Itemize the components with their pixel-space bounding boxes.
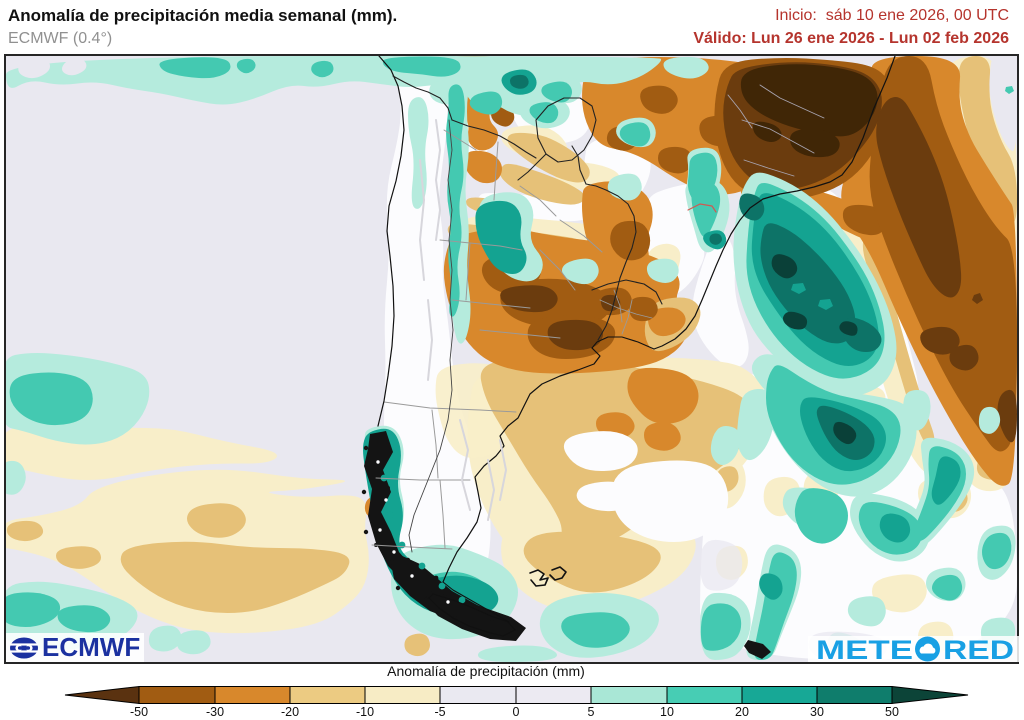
svg-text:METE: METE bbox=[816, 636, 913, 662]
svg-text:RED: RED bbox=[943, 636, 1014, 662]
